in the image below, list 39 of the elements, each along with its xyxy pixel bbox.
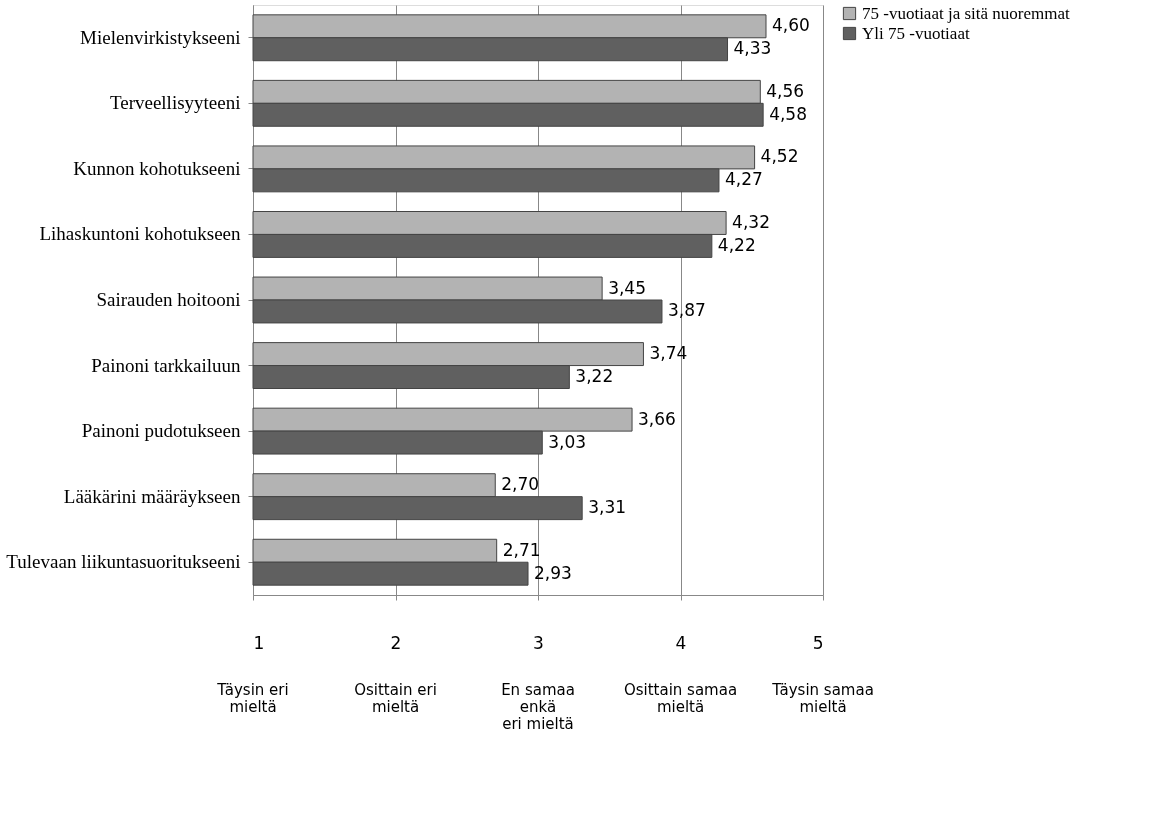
y-tick-label: Lihaskuntoni kohotukseen	[39, 223, 241, 245]
y-tick-label: Painoni tarkkailuun	[91, 354, 241, 376]
legend-label: 75 -vuotiaat ja sitä nuoremmat	[862, 3, 1070, 23]
data-label: 4,27	[724, 169, 763, 190]
data-label: 3,03	[548, 431, 587, 452]
data-label: 2,71	[502, 539, 541, 560]
text: En samaa enkä eri mieltä	[501, 681, 575, 733]
x-tick-label: 2	[390, 632, 402, 653]
y-tick-label: Mielenvirkistykseeni	[80, 26, 241, 48]
data-label: 2,93	[534, 562, 572, 583]
y-tick-label: Terveellisyyteeni	[109, 92, 241, 114]
text: Osittain samaa mieltä	[623, 681, 738, 716]
text: Osittain eri mieltä	[354, 681, 437, 716]
y-tick-label: Kunnon kohotukseeni	[73, 157, 241, 179]
data-label: 4,32	[732, 211, 770, 232]
x-tick-label: 5	[812, 632, 824, 653]
data-label: 4,33	[733, 38, 772, 59]
data-label: 2,70	[501, 474, 540, 495]
y-tick-label: Painoni pudotukseen	[81, 420, 241, 442]
data-label: 3,87	[667, 300, 706, 321]
y-tick-label: Sairauden hoitooni	[96, 289, 241, 310]
data-label: 3,31	[588, 497, 627, 518]
x-tick-label: 3	[533, 632, 544, 653]
text: Täysin samaa mieltä	[771, 681, 874, 716]
data-label: 3,74	[649, 343, 688, 364]
data-label: 3,45	[608, 277, 646, 298]
data-label: 4,56	[766, 80, 805, 101]
x-tick-label: 4	[675, 632, 687, 653]
y-tick-label: Lääkärini määräykseen	[63, 485, 241, 507]
data-label: 4,22	[717, 234, 756, 255]
legend-label: Yli 75 -vuotiaat	[862, 23, 970, 43]
data-label: 3,22	[575, 366, 614, 387]
data-label: 4,52	[760, 146, 799, 167]
data-label: 4,58	[769, 103, 808, 124]
y-tick-label: Tulevaan liikuntasuoritukseeni	[6, 551, 241, 573]
data-label: 3,66	[638, 408, 676, 429]
text: Täysin eri mieltä	[216, 681, 289, 716]
data-label: 4,60	[772, 15, 810, 36]
x-tick-label: 1	[253, 632, 265, 653]
